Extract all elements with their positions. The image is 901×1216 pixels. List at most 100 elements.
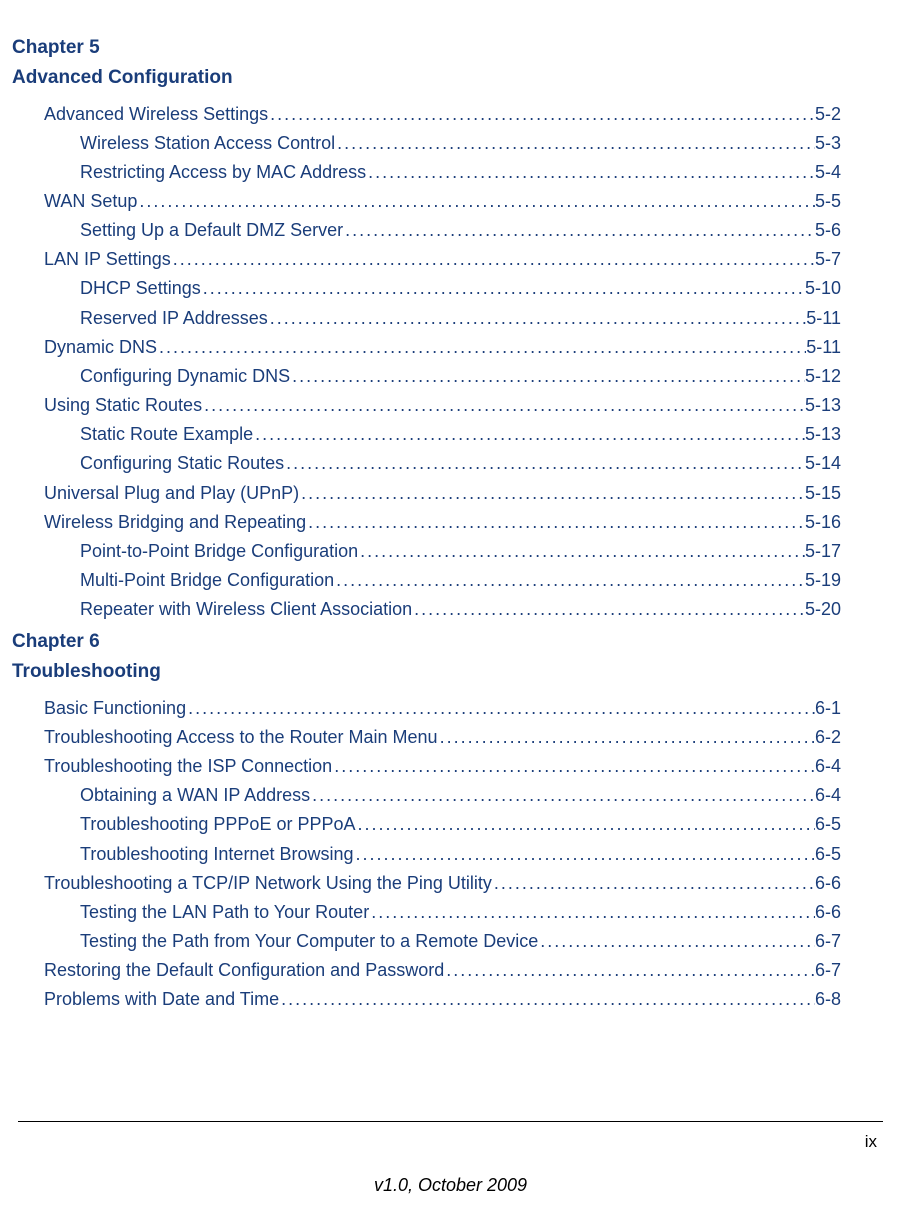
toc-leader — [412, 595, 805, 624]
toc-label: Wireless Station Access Control — [80, 129, 335, 158]
toc-leader — [284, 449, 805, 478]
toc-page: 6-7 — [815, 927, 841, 956]
toc-entry[interactable]: Universal Plug and Play (UPnP) 5-15 — [44, 479, 841, 508]
toc-page: 6-4 — [815, 781, 841, 810]
toc-entry[interactable]: Testing the Path from Your Computer to a… — [44, 927, 841, 956]
toc-page: 5-12 — [805, 362, 841, 391]
toc-leader — [253, 420, 805, 449]
toc-label: Universal Plug and Play (UPnP) — [44, 479, 299, 508]
toc-entry[interactable]: Repeater with Wireless Client Associatio… — [44, 595, 841, 624]
toc-entry[interactable]: DHCP Settings 5-10 — [44, 274, 841, 303]
toc-entry[interactable]: Multi-Point Bridge Configuration5-19 — [44, 566, 841, 595]
toc-label: Static Route Example — [80, 420, 253, 449]
chapter-heading: Chapter 6 — [12, 630, 841, 654]
toc-leader — [356, 810, 815, 839]
toc-page: 6-5 — [815, 840, 841, 869]
toc-entry[interactable]: Configuring Dynamic DNS 5-12 — [44, 362, 841, 391]
toc-entry[interactable]: Testing the LAN Path to Your Router6-6 — [44, 898, 841, 927]
toc-label: Basic Functioning — [44, 694, 186, 723]
toc-label: Reserved IP Addresses — [80, 304, 268, 333]
toc-label: Restricting Access by MAC Address — [80, 158, 366, 187]
toc-page: 5-6 — [815, 216, 841, 245]
toc-entry[interactable]: Setting Up a Default DMZ Server 5-6 — [44, 216, 841, 245]
toc-label: Repeater with Wireless Client Associatio… — [80, 595, 412, 624]
toc-page: 6-6 — [815, 898, 841, 927]
toc-label: DHCP Settings — [80, 274, 201, 303]
toc-label: Advanced Wireless Settings — [44, 100, 268, 129]
page-number: ix — [865, 1132, 877, 1152]
toc-label: Wireless Bridging and Repeating — [44, 508, 306, 537]
toc-entry[interactable]: Advanced Wireless Settings 5-2 — [44, 100, 841, 129]
toc-page: 5-11 — [806, 304, 841, 333]
toc-label: Troubleshooting Access to the Router Mai… — [44, 723, 438, 752]
toc-label: Setting Up a Default DMZ Server — [80, 216, 343, 245]
chapter-heading: Chapter 5 — [12, 36, 841, 60]
toc-leader — [332, 752, 815, 781]
toc-page: 6-1 — [815, 694, 841, 723]
toc-page: 5-10 — [805, 274, 841, 303]
toc-entry[interactable]: Basic Functioning 6-1 — [44, 694, 841, 723]
toc-label: Troubleshooting Internet Browsing — [80, 840, 354, 869]
toc-page: 5-14 — [805, 449, 841, 478]
toc-entry[interactable]: Troubleshooting Access to the Router Mai… — [44, 723, 841, 752]
toc-page: 5-4 — [815, 158, 841, 187]
toc-page: 5-19 — [805, 566, 841, 595]
toc-entry[interactable]: Restoring the Default Configuration and … — [44, 956, 841, 985]
toc-leader — [157, 333, 806, 362]
toc-page: 5-13 — [805, 420, 841, 449]
toc-entry[interactable]: Wireless Bridging and Repeating5-16 — [44, 508, 841, 537]
toc-entry[interactable]: Troubleshooting a TCP/IP Network Using t… — [44, 869, 841, 898]
toc-entry[interactable]: Using Static Routes 5-13 — [44, 391, 841, 420]
toc-entry[interactable]: Troubleshooting Internet Browsing 6-5 — [44, 840, 841, 869]
footer-version: v1.0, October 2009 — [0, 1175, 901, 1196]
toc-entry[interactable]: Point-to-Point Bridge Configuration5-17 — [44, 537, 841, 566]
toc-label: Restoring the Default Configuration and … — [44, 956, 444, 985]
toc-label: LAN IP Settings — [44, 245, 171, 274]
toc-label: Troubleshooting the ISP Connection — [44, 752, 332, 781]
toc-label: Problems with Date and Time — [44, 985, 279, 1014]
toc-page: 6-2 — [815, 723, 841, 752]
toc-label: Configuring Static Routes — [80, 449, 284, 478]
toc-leader — [299, 479, 805, 508]
toc-leader — [358, 537, 805, 566]
toc-leader — [343, 216, 815, 245]
chapter-title: Advanced Configuration — [12, 66, 841, 90]
toc-leader — [334, 566, 805, 595]
toc-entry[interactable]: Configuring Static Routes 5-14 — [44, 449, 841, 478]
toc-entry[interactable]: Obtaining a WAN IP Address6-4 — [44, 781, 841, 810]
toc-leader — [444, 956, 815, 985]
toc-page: 6-5 — [815, 810, 841, 839]
toc-page: 5-5 — [815, 187, 841, 216]
toc-page: 6-8 — [815, 985, 841, 1014]
footer-divider — [18, 1121, 883, 1122]
toc-page: 5-20 — [805, 595, 841, 624]
toc-leader — [201, 274, 805, 303]
toc-leader — [438, 723, 815, 752]
toc-chapter-6: Basic Functioning 6-1 Troubleshooting Acc… — [44, 694, 841, 1015]
toc-leader — [268, 100, 815, 129]
toc-entry[interactable]: LAN IP Settings 5-7 — [44, 245, 841, 274]
toc-entry[interactable]: Reserved IP Addresses 5-11 — [44, 304, 841, 333]
toc-label: Point-to-Point Bridge Configuration — [80, 537, 358, 566]
toc-leader — [290, 362, 805, 391]
toc-page: 5-2 — [815, 100, 841, 129]
toc-entry[interactable]: Static Route Example 5-13 — [44, 420, 841, 449]
toc-entry[interactable]: Wireless Station Access Control5-3 — [44, 129, 841, 158]
toc-leader — [171, 245, 815, 274]
toc-leader — [306, 508, 805, 537]
toc-page: 5-13 — [805, 391, 841, 420]
toc-entry[interactable]: Troubleshooting the ISP Connection6-4 — [44, 752, 841, 781]
toc-page: 5-7 — [815, 245, 841, 274]
toc-entry[interactable]: WAN Setup5-5 — [44, 187, 841, 216]
toc-entry[interactable]: Restricting Access by MAC Address 5-4 — [44, 158, 841, 187]
toc-page: 5-15 — [805, 479, 841, 508]
toc-label: Using Static Routes — [44, 391, 202, 420]
toc-entry[interactable]: Troubleshooting PPPoE or PPPoA6-5 — [44, 810, 841, 839]
toc-leader — [310, 781, 815, 810]
toc-entry[interactable]: Problems with Date and Time 6-8 — [44, 985, 841, 1014]
toc-label: Dynamic DNS — [44, 333, 157, 362]
toc-leader — [538, 927, 815, 956]
toc-label: Configuring Dynamic DNS — [80, 362, 290, 391]
toc-entry[interactable]: Dynamic DNS5-11 — [44, 333, 841, 362]
toc-leader — [202, 391, 805, 420]
